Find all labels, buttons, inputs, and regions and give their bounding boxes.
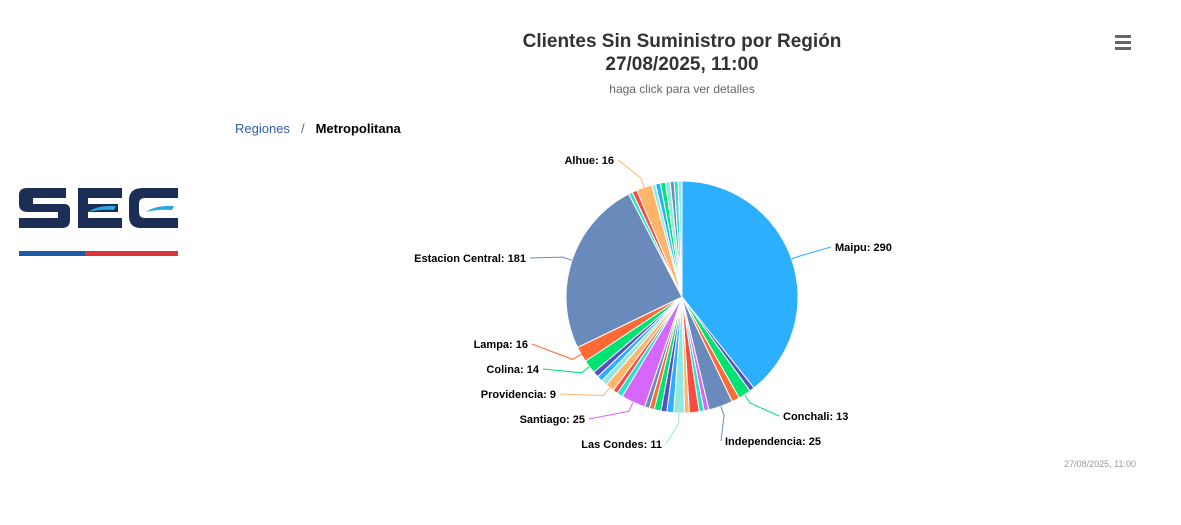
connector-estacion-central — [529, 256, 573, 261]
connector-providencia — [559, 387, 610, 397]
connector-colina — [542, 366, 590, 374]
connector-las-condes — [665, 412, 680, 445]
connector-alhue — [617, 159, 645, 188]
breadcrumb-regiones-link[interactable]: Regiones — [235, 121, 290, 136]
menu-bar — [1115, 46, 1131, 50]
data-label-colina: Colina: 14 — [486, 364, 539, 376]
chart-subtitle: haga click para ver detalles — [609, 82, 755, 96]
pie-slice-maipu[interactable] — [681, 180, 799, 389]
data-label-estacion-central: Estacion Central: 181 — [414, 253, 526, 265]
sec-logo — [19, 188, 178, 256]
connector-conchali — [744, 394, 780, 417]
data-label-providencia: Providencia: 9 — [481, 389, 556, 401]
chart-credits: 27/08/2025, 11:00 — [1064, 459, 1136, 469]
connector-santiago — [588, 401, 634, 420]
data-label-independencia: Independencia: 25 — [725, 436, 821, 448]
hamburger-menu-icon[interactable] — [1108, 30, 1138, 54]
chart-title: Clientes Sin Suministro por Región 27/08… — [382, 30, 982, 76]
pie-slice-34[interactable] — [677, 180, 683, 298]
chart-title-text: Clientes Sin Suministro por Región — [522, 31, 842, 52]
data-label-alhue: Alhue: 16 — [564, 155, 614, 167]
pie-slices — [565, 180, 799, 414]
data-label-santiago: Santiago: 25 — [520, 414, 585, 426]
menu-bar — [1115, 34, 1131, 38]
data-label-lampa: Lampa: 16 — [474, 339, 528, 351]
breadcrumb-current: Metropolitana — [315, 121, 401, 136]
data-label-conchali: Conchali: 13 — [783, 411, 848, 423]
breadcrumb-separator: / — [300, 121, 305, 136]
connector-lampa — [531, 343, 582, 360]
data-label-las-condes: Las Condes: 11 — [581, 439, 662, 451]
menu-bar — [1115, 40, 1131, 44]
breadcrumb: Regiones / Metropolitana — [235, 121, 401, 136]
connector-maipu — [791, 246, 832, 260]
connector-independencia — [720, 406, 725, 442]
chart-title-date: 27/08/2025, 11:00 — [605, 54, 759, 75]
pie-connectors — [529, 159, 832, 445]
pie-labels: Maipu: 290 Conchali: 13 Independencia: 25 L… — [414, 155, 892, 451]
data-label-maipu: Maipu: 290 — [835, 242, 892, 254]
